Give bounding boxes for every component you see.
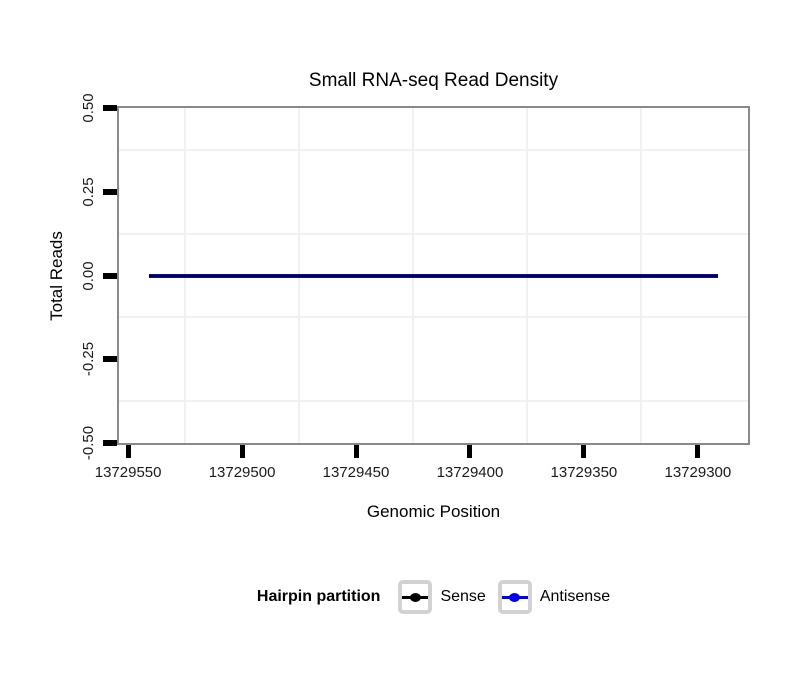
x-axis-tick-label: 13729400 (436, 464, 504, 481)
chart-title: Small RNA-seq Read Density (308, 70, 559, 91)
y-axis-tick (103, 440, 117, 446)
legend-entry: Antisense (497, 580, 611, 614)
legend-title: Hairpin partition (256, 588, 381, 605)
y-axis-tick-label: -0.25 (79, 342, 97, 377)
minor-gridline-horizontal (119, 400, 748, 403)
x-axis-tick (581, 445, 587, 458)
sense-read-line (148, 274, 719, 277)
minor-gridline-horizontal (119, 232, 748, 235)
x-axis-tick-label: 13729300 (664, 464, 732, 481)
legend-key-antisense (497, 580, 532, 614)
x-axis-tick (467, 445, 473, 458)
x-axis-tick-label: 13729350 (550, 464, 618, 481)
x-axis-tick-label: 13729500 (208, 464, 276, 481)
antisense-read-line (148, 273, 719, 278)
y-axis-tick (103, 188, 117, 195)
legend-key-dot (409, 592, 421, 602)
legend-label-antisense: Antisense (539, 588, 611, 605)
y-axis-tick-label: 0.00 (79, 260, 97, 291)
x-axis-title: Genomic Position (366, 502, 501, 521)
legend-entries: Sense Antisense (398, 580, 610, 614)
x-axis-tick (239, 445, 245, 458)
y-axis-tick (103, 272, 117, 279)
y-axis-tick-label: -0.50 (79, 425, 97, 461)
y-axis-tick (103, 356, 117, 363)
x-axis-tick (695, 445, 701, 458)
legend-label-sense: Sense (440, 588, 486, 605)
plot-panel (117, 106, 750, 445)
minor-gridline-horizontal (119, 148, 748, 151)
x-axis-tick-label: 13729550 (94, 464, 162, 481)
minor-gridline-horizontal (119, 316, 748, 319)
y-axis-tick (103, 105, 117, 111)
legend-key-dot (509, 592, 521, 602)
y-axis-tick-label: 0.50 (79, 93, 97, 123)
y-axis-title: Total Reads (47, 231, 66, 321)
legend-entry: Sense (398, 580, 486, 614)
x-axis-tick (353, 445, 359, 458)
legend: Hairpin partition Sense Antisense (117, 578, 750, 616)
x-axis-tick-label: 13729450 (322, 464, 390, 481)
y-axis-tick-label: 0.25 (79, 177, 97, 207)
legend-key-sense (398, 580, 433, 614)
x-axis-tick (125, 445, 131, 458)
